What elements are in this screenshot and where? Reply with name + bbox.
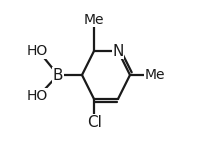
Text: N: N (112, 44, 124, 59)
Text: Me: Me (84, 12, 104, 27)
Text: Cl: Cl (87, 115, 102, 130)
Text: Me: Me (144, 68, 165, 82)
Text: HO: HO (26, 44, 48, 58)
Text: B: B (53, 68, 63, 82)
Text: HO: HO (26, 89, 48, 103)
